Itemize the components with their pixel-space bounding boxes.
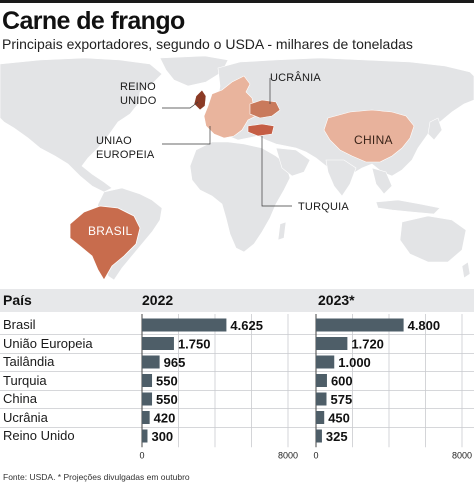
- bar: [316, 318, 404, 332]
- reino-unido-shape: [193, 89, 207, 111]
- data-label: 1.750: [178, 337, 211, 352]
- north-america-shape: [0, 57, 163, 193]
- row-label: China: [3, 391, 37, 406]
- madagascar-shape: [277, 221, 287, 241]
- new-zealand-shape: [461, 261, 471, 279]
- label-turquia: TURQUIA: [298, 201, 349, 213]
- label-reino-unido-line2: UNIDO: [120, 95, 157, 107]
- row-separator: [0, 371, 474, 373]
- row-separator: [0, 334, 474, 336]
- pointer-turquia: [261, 136, 292, 207]
- tick-label-min: 0: [139, 450, 144, 460]
- data-label: 575: [330, 392, 352, 407]
- bar: [142, 318, 227, 332]
- table-header-band: [0, 289, 474, 312]
- row-label: Reino Unido: [3, 428, 75, 443]
- brasil-shape: [69, 205, 141, 281]
- ucrania-shape: [249, 99, 281, 119]
- data-label: 4.625: [230, 318, 263, 333]
- data-label: 965: [164, 355, 186, 370]
- bar: [316, 355, 335, 369]
- japan-shape: [427, 117, 443, 141]
- footnote: Fonte: USDA. * Projeções divulgadas em o…: [3, 472, 190, 482]
- bar: [142, 337, 174, 350]
- bar: [142, 411, 150, 424]
- row-separator: [0, 389, 474, 391]
- australia-shape: [399, 215, 467, 263]
- turquia-shape: [247, 123, 275, 137]
- bar: [142, 374, 153, 387]
- bar: [142, 392, 153, 406]
- bar: [316, 374, 327, 387]
- row-label: Ucrânia: [3, 409, 48, 425]
- label-uniao-europeia-line1: UNIAO: [96, 135, 132, 147]
- southeast-asia-shape: [371, 167, 393, 195]
- india-shape: [325, 159, 357, 197]
- row-separator: [0, 352, 474, 354]
- top-rule: [0, 0, 474, 3]
- indonesia-shape: [375, 199, 441, 215]
- data-label: 4.800: [408, 318, 441, 333]
- world-map-svg: [0, 55, 474, 281]
- greenland-shape: [159, 55, 229, 87]
- label-reino-unido-line1: REINO: [120, 81, 156, 93]
- data-label: 600: [331, 374, 353, 389]
- col-header-2022: 2022: [142, 292, 174, 308]
- row-label: União Europeia: [3, 335, 93, 351]
- bar: [316, 411, 325, 424]
- data-label: 550: [156, 374, 178, 389]
- chart-subtitle: Principais exportadores, segundo o USDA …: [2, 36, 413, 52]
- tick-label-max: 8000: [278, 450, 298, 460]
- bar: [316, 392, 327, 406]
- china-shape: [323, 109, 415, 163]
- bar-panel-2022: 4.625 1.750 965 550 550 420 300 0 8000: [139, 314, 298, 460]
- bar: [142, 355, 160, 369]
- pointer-uniao-europeia: [162, 126, 211, 145]
- data-label: 1.000: [338, 355, 371, 370]
- row-separator: [0, 408, 474, 410]
- africa-shape: [189, 141, 291, 253]
- bar-panel-2023*: 4.800 1.720 1.000 600 575 450 325 0 8000: [313, 314, 472, 460]
- bar: [316, 337, 348, 350]
- arabia-shape: [275, 147, 311, 177]
- label-ucrania: UCRÂNIA: [270, 72, 321, 84]
- data-label: 1.720: [351, 337, 384, 352]
- label-uniao-europeia: UNIAO EUROPEIA: [96, 134, 154, 162]
- data-label: 420: [154, 411, 176, 426]
- label-brasil: BRASIL: [88, 224, 133, 238]
- row-separator: [0, 426, 474, 428]
- bar: [316, 429, 322, 443]
- tick-label-max: 8000: [452, 450, 472, 460]
- uniao-europeia-shape: [203, 75, 257, 139]
- row-label: Tailândia: [3, 354, 55, 369]
- col-header-country: País: [3, 292, 32, 308]
- data-label: 550: [156, 392, 178, 407]
- row-label: Brasil: [3, 317, 36, 332]
- bar-chart-panels: 4.625 1.750 965 550 550 420 300 0 8000 4.800 1.720…: [139, 314, 472, 460]
- row-label: Turquia: [3, 372, 47, 388]
- chart-title: Carne de frango: [2, 7, 185, 35]
- col-header-2023: 2023*: [318, 292, 355, 308]
- data-label: 325: [326, 429, 348, 444]
- bar: [142, 429, 148, 443]
- world-map: REINO UNIDO UCRÂNIA UNIAO EUROPEIA CHINA…: [0, 55, 474, 284]
- label-reino-unido: REINO UNIDO: [120, 80, 156, 108]
- tick-label-min: 0: [313, 450, 318, 460]
- data-label: 300: [151, 429, 173, 444]
- label-uniao-europeia-line2: EUROPEIA: [96, 149, 155, 161]
- data-label: 450: [328, 411, 350, 426]
- label-china: CHINA: [354, 133, 393, 147]
- pointer-reino-unido: [162, 101, 199, 109]
